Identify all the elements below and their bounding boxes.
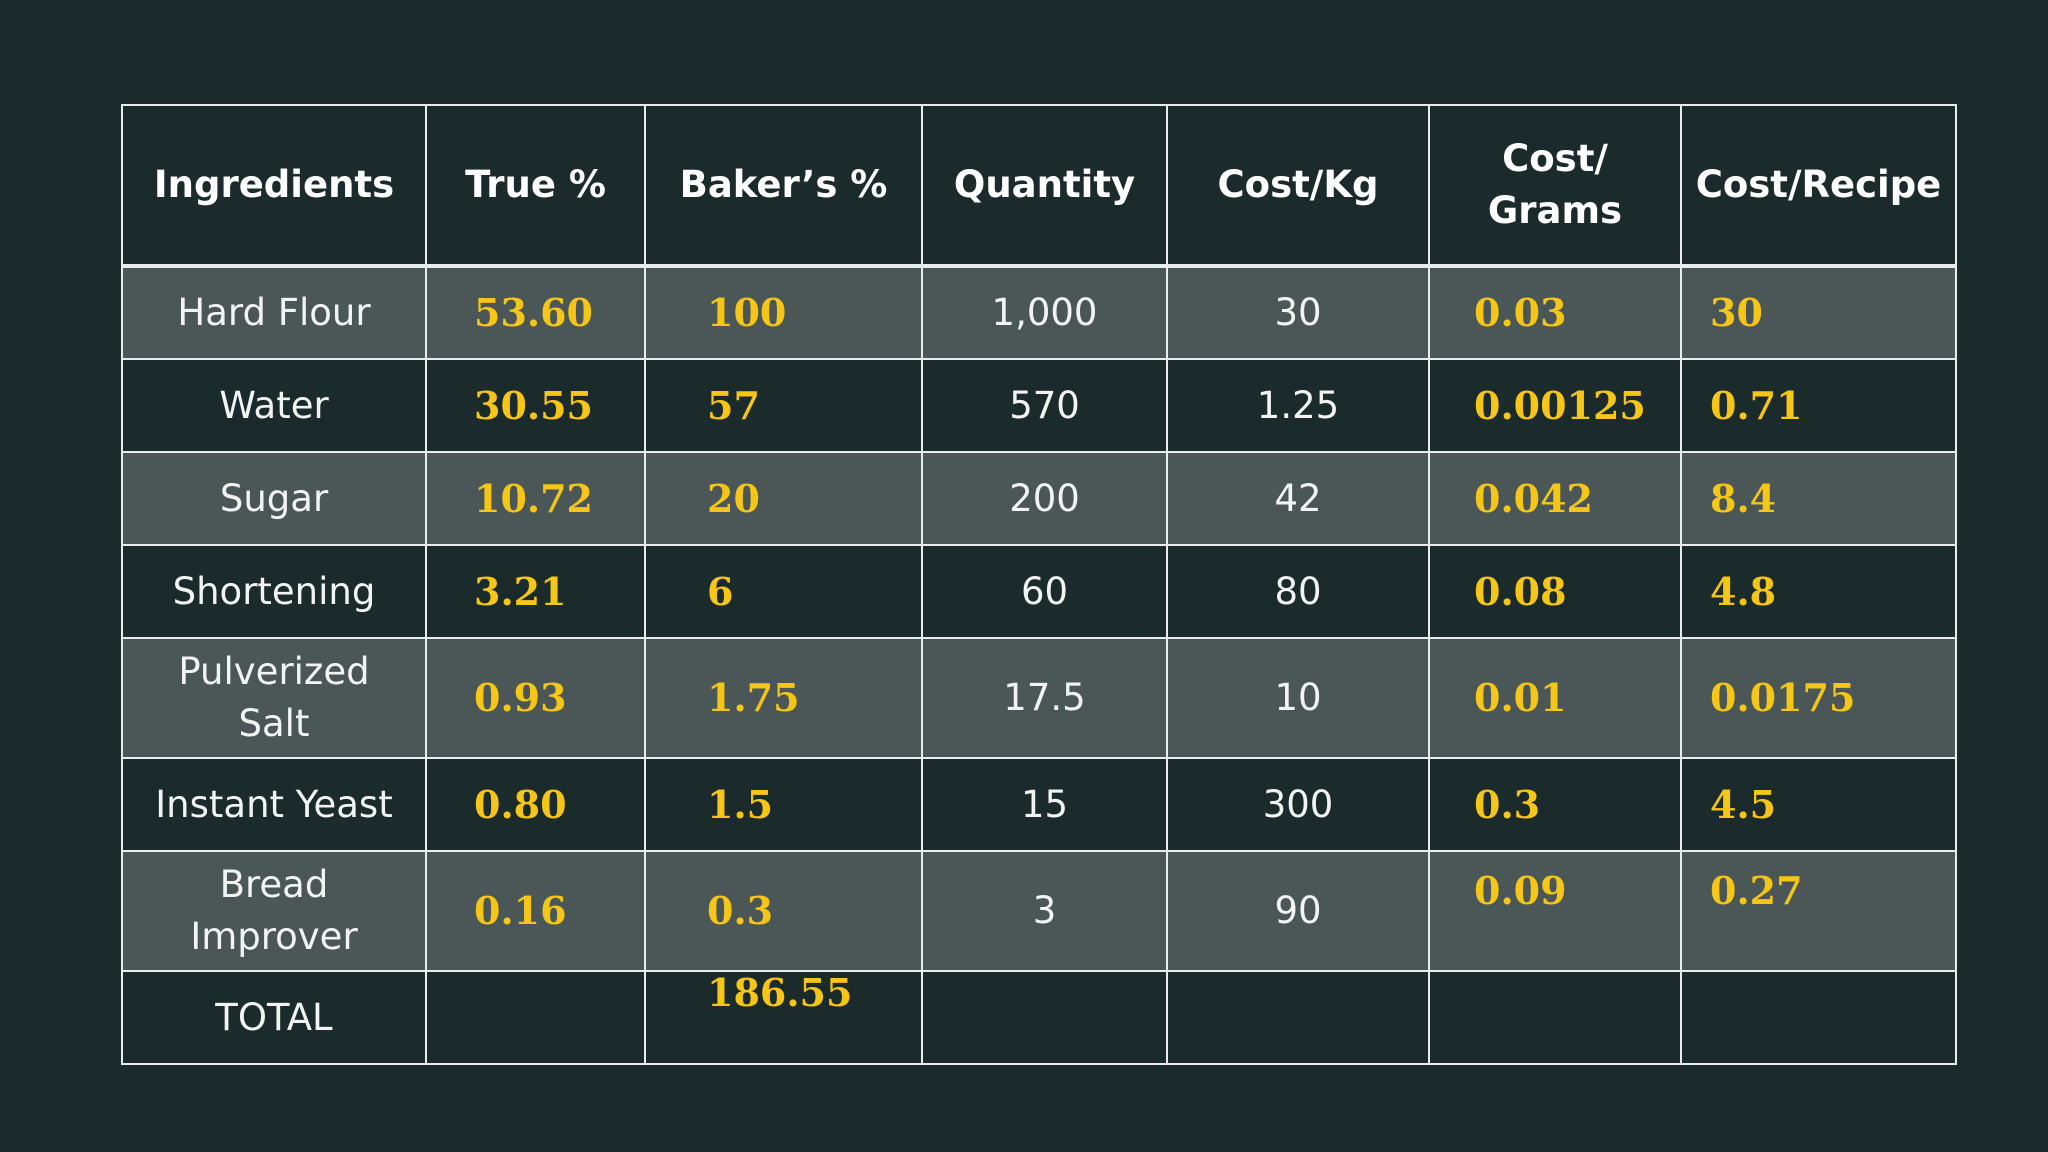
ingredient-name-line2: Salt — [238, 702, 310, 745]
header-bakers-pct: Baker’s % — [644, 104, 923, 268]
quantity-cell: 200 — [921, 451, 1168, 546]
ingredient-name: Bread Improver — [121, 850, 427, 972]
ingredient-name: Shortening — [121, 544, 427, 639]
cost-recipe-cell: 8.4 — [1680, 451, 1957, 546]
cost-recipe-cell: 0.27 — [1680, 850, 1957, 972]
total-cost-grams-cell — [1428, 970, 1682, 1065]
table-row: Instant Yeast 0.80 1.5 15 300 0.3 4.5 — [121, 757, 1957, 852]
ingredient-name: Sugar — [121, 451, 427, 546]
total-cost-recipe-cell — [1680, 970, 1957, 1065]
cost-recipe-cell: 4.5 — [1680, 757, 1957, 852]
cost-recipe-cell: 30 — [1680, 265, 1957, 360]
cost-grams-cell: 0.03 — [1428, 265, 1682, 360]
bakers-pct-cell: 100 — [644, 265, 923, 360]
total-cost-kg-cell — [1166, 970, 1430, 1065]
total-bakers-pct-cell: 186.55 — [644, 970, 923, 1065]
total-bakers-pct-value: 186.55 — [707, 970, 853, 1015]
header-cost-grams-line1: Cost/ — [1502, 137, 1608, 180]
bakers-pct-cell: 57 — [644, 358, 923, 453]
cost-kg-cell: 300 — [1166, 757, 1430, 852]
cost-kg-cell: 42 — [1166, 451, 1430, 546]
ingredient-name-line2: Improver — [190, 915, 358, 958]
cost-recipe-cell: 0.71 — [1680, 358, 1957, 453]
true-pct-cell: 53.60 — [425, 265, 646, 360]
table-row: Sugar 10.72 20 200 42 0.042 8.4 — [121, 451, 1957, 546]
true-pct-cell: 0.80 — [425, 757, 646, 852]
quantity-cell: 15 — [921, 757, 1168, 852]
cost-kg-cell: 1.25 — [1166, 358, 1430, 453]
cost-kg-cell: 30 — [1166, 265, 1430, 360]
ingredient-name-line1: Bread — [219, 863, 329, 906]
total-label: TOTAL — [121, 970, 427, 1065]
table-row: Hard Flour 53.60 100 1,000 30 0.03 30 — [121, 265, 1957, 360]
bakers-pct-cell: 1.75 — [644, 637, 923, 759]
cost-recipe-cell: 4.8 — [1680, 544, 1957, 639]
true-pct-cell: 3.21 — [425, 544, 646, 639]
cost-kg-cell: 90 — [1166, 850, 1430, 972]
header-cost-grams-line2: Grams — [1487, 189, 1623, 232]
cost-recipe-cell: 0.0175 — [1680, 637, 1957, 759]
table-row: Pulverized Salt 0.93 1.75 17.5 10 0.01 0.… — [121, 637, 1957, 759]
header-row: Ingredients True % Baker’s % Quantity Co… — [121, 104, 1957, 268]
bakers-pct-cell: 6 — [644, 544, 923, 639]
header-true-pct: True % — [425, 104, 646, 268]
true-pct-cell: 30.55 — [425, 358, 646, 453]
ingredient-name: Hard Flour — [121, 265, 427, 360]
ingredient-name: Water — [121, 358, 427, 453]
quantity-cell: 570 — [921, 358, 1168, 453]
cost-grams-cell: 0.08 — [1428, 544, 1682, 639]
true-pct-cell: 0.16 — [425, 850, 646, 972]
ingredient-name-line1: Pulverized — [178, 650, 370, 693]
cost-grams-cell: 0.3 — [1428, 757, 1682, 852]
ingredient-name: Pulverized Salt — [121, 637, 427, 759]
bakers-pct-cell: 0.3 — [644, 850, 923, 972]
true-pct-cell: 0.93 — [425, 637, 646, 759]
header-quantity: Quantity — [921, 104, 1168, 268]
header-cost-grams: Cost/Grams — [1428, 104, 1682, 268]
bakers-pct-cell: 20 — [644, 451, 923, 546]
cost-grams-cell: 0.01 — [1428, 637, 1682, 759]
quantity-cell: 60 — [921, 544, 1168, 639]
quantity-cell: 1,000 — [921, 265, 1168, 360]
total-row: TOTAL 186.55 — [121, 970, 1957, 1065]
ingredient-cost-table-container: Ingredients True % Baker’s % Quantity Co… — [121, 104, 1957, 1065]
total-quantity-cell — [921, 970, 1168, 1065]
quantity-cell: 3 — [921, 850, 1168, 972]
true-pct-cell: 10.72 — [425, 451, 646, 546]
ingredient-name: Instant Yeast — [121, 757, 427, 852]
table-row: Water 30.55 57 570 1.25 0.00125 0.71 — [121, 358, 1957, 453]
quantity-cell: 17.5 — [921, 637, 1168, 759]
ingredient-cost-table: Ingredients True % Baker’s % Quantity Co… — [121, 104, 1957, 1065]
table-row: Shortening 3.21 6 60 80 0.08 4.8 — [121, 544, 1957, 639]
cost-grams-cell: 0.09 — [1428, 850, 1682, 972]
header-cost-recipe: Cost/Recipe — [1680, 104, 1957, 268]
bakers-pct-cell: 1.5 — [644, 757, 923, 852]
cost-grams-cell: 0.00125 — [1428, 358, 1682, 453]
total-true-pct-cell — [425, 970, 646, 1065]
cost-kg-cell: 80 — [1166, 544, 1430, 639]
cost-grams-cell: 0.042 — [1428, 451, 1682, 546]
table-row: Bread Improver 0.16 0.3 3 90 0.09 0.27 — [121, 850, 1957, 972]
cost-kg-cell: 10 — [1166, 637, 1430, 759]
header-cost-kg: Cost/Kg — [1166, 104, 1430, 268]
header-ingredients: Ingredients — [121, 104, 427, 268]
